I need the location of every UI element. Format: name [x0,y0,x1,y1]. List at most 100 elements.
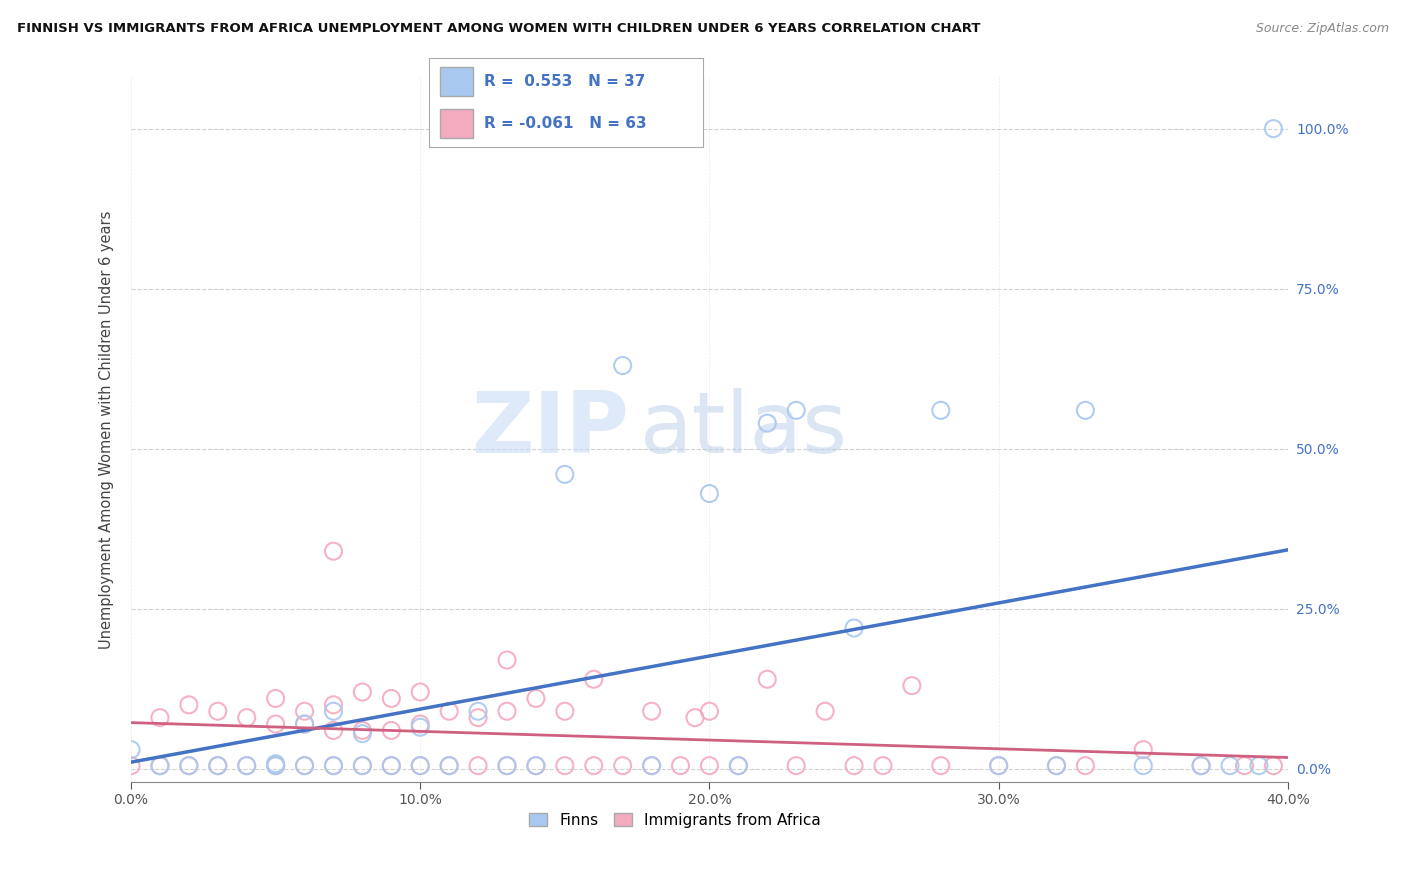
Point [352,758,374,772]
Point [467,758,489,772]
Point [352,758,374,772]
Point [177,698,200,712]
Point [322,723,344,738]
Text: R =  0.553   N = 37: R = 0.553 N = 37 [484,74,645,89]
Text: ZIP: ZIP [471,388,628,471]
Point [785,758,807,772]
Point [294,717,316,731]
Point [554,704,576,718]
Point [987,758,1010,772]
Point [264,756,287,771]
Point [322,758,344,772]
FancyBboxPatch shape [440,67,472,96]
Point [612,758,634,772]
Point [1132,742,1154,756]
Text: FINNISH VS IMMIGRANTS FROM AFRICA UNEMPLOYMENT AMONG WOMEN WITH CHILDREN UNDER 6: FINNISH VS IMMIGRANTS FROM AFRICA UNEMPL… [17,22,980,36]
Point [409,758,432,772]
Point [582,672,605,686]
Point [177,758,200,772]
Point [612,359,634,373]
Text: atlas: atlas [640,388,848,471]
Y-axis label: Unemployment Among Women with Children Under 6 years: Unemployment Among Women with Children U… [100,211,114,648]
Point [149,758,172,772]
Point [207,758,229,772]
Point [699,758,721,772]
Point [683,711,706,725]
Point [264,758,287,772]
Point [294,704,316,718]
Point [1233,758,1256,772]
Point [496,653,519,667]
Point [1074,403,1097,417]
Point [264,691,287,706]
Point [1189,758,1212,772]
Point [842,758,865,772]
Point [380,758,402,772]
Point [901,679,924,693]
Point [1045,758,1067,772]
Point [842,621,865,635]
Point [120,758,142,772]
Text: R = -0.061   N = 63: R = -0.061 N = 63 [484,116,647,130]
Point [149,758,172,772]
Point [1247,758,1270,772]
Point [554,758,576,772]
Point [727,758,749,772]
Point [352,685,374,699]
Point [294,758,316,772]
Point [352,726,374,740]
Point [207,758,229,772]
Legend: Finns, Immigrants from Africa: Finns, Immigrants from Africa [523,806,827,834]
Point [640,758,662,772]
Point [1263,121,1285,136]
Point [1219,758,1241,772]
Point [264,717,287,731]
Point [496,758,519,772]
Point [785,403,807,417]
Point [409,717,432,731]
Point [669,758,692,772]
Point [437,758,460,772]
Point [409,720,432,734]
Point [554,467,576,482]
Point [235,711,257,725]
Point [380,691,402,706]
Point [322,544,344,558]
Point [727,758,749,772]
Point [409,685,432,699]
Point [409,758,432,772]
Point [496,758,519,772]
Point [1132,758,1154,772]
Point [467,704,489,718]
Point [322,704,344,718]
Point [1045,758,1067,772]
Point [235,758,257,772]
Point [640,758,662,772]
Point [496,704,519,718]
Point [524,691,547,706]
Point [814,704,837,718]
Point [177,758,200,772]
Point [524,758,547,772]
Point [294,717,316,731]
Point [640,704,662,718]
Point [322,758,344,772]
Point [352,723,374,738]
Point [235,758,257,772]
Point [756,416,779,430]
Point [699,486,721,500]
Point [872,758,894,772]
Point [322,698,344,712]
Point [467,711,489,725]
Point [929,403,952,417]
Point [120,742,142,756]
Point [294,758,316,772]
Point [207,704,229,718]
Point [380,723,402,738]
Text: Source: ZipAtlas.com: Source: ZipAtlas.com [1256,22,1389,36]
Point [987,758,1010,772]
Point [437,704,460,718]
Point [1189,758,1212,772]
Point [699,704,721,718]
Point [929,758,952,772]
